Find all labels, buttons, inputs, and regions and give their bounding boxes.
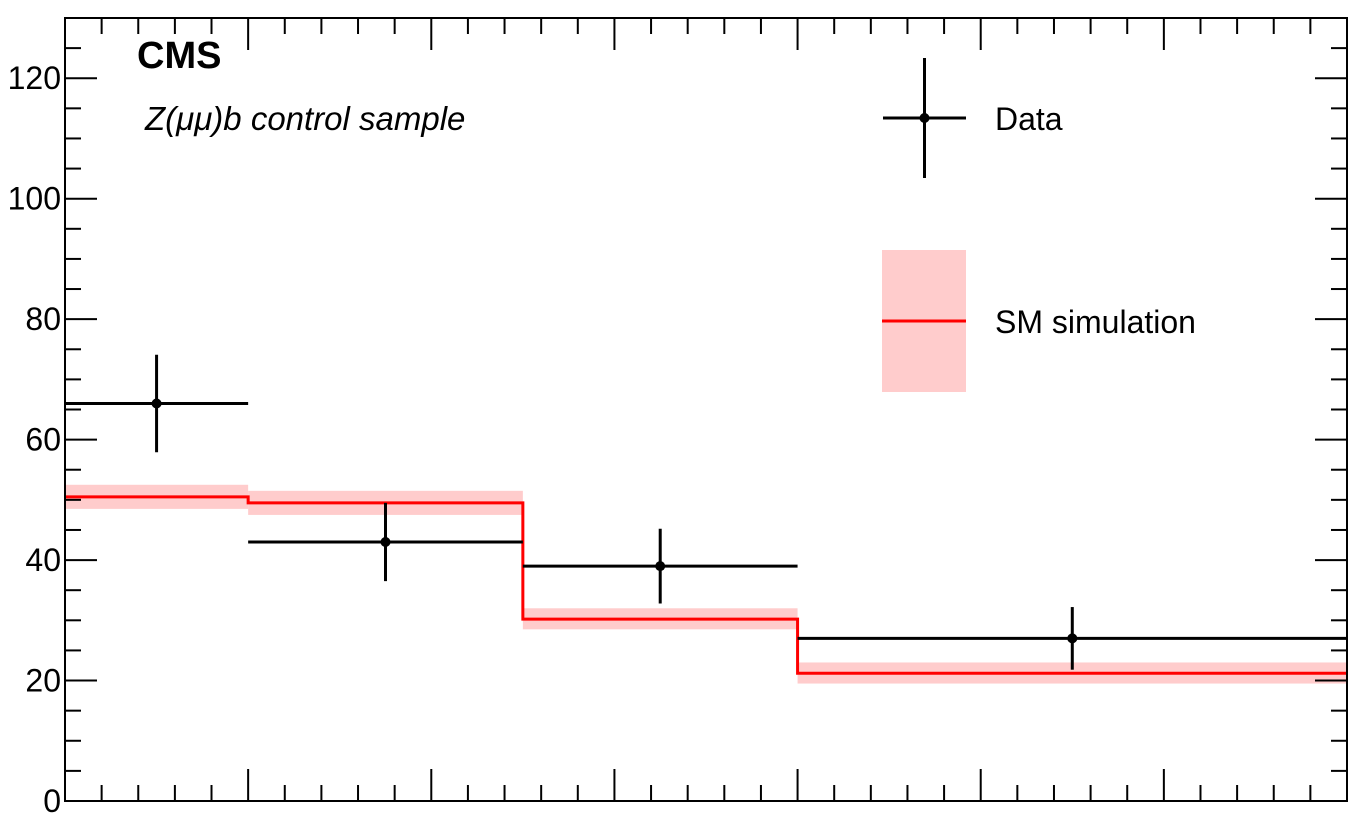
simulation-uncertainty-band-layer (65, 484, 1347, 684)
legend-entry-simulation: SM simulation (882, 250, 1196, 392)
simulation-histogram-layer (65, 495, 1347, 675)
legend: Data SM simulation (882, 58, 1196, 392)
sample-label: Z(μμ)b control sample (144, 100, 465, 137)
sim-histogram-line (65, 495, 1347, 675)
data-marker-2 (655, 561, 666, 572)
legend-data-marker (919, 113, 930, 123)
data-marker-1 (380, 537, 391, 548)
data-point-1 (248, 502, 523, 582)
data-point-3 (797, 607, 1347, 670)
y-tick-label-60: 60 (25, 422, 61, 458)
data-point-0 (65, 354, 249, 453)
y-tick-label-40: 40 (25, 542, 61, 578)
y-tick-labels: 0 20 40 60 80 100 120 (8, 60, 61, 817)
legend-data-label: Data (995, 101, 1063, 137)
y-tick-label-100: 100 (8, 181, 61, 217)
y-tick-label-120: 120 (8, 60, 61, 96)
y-tick-label-20: 20 (25, 663, 61, 699)
data-points-layer (65, 354, 1347, 670)
y-tick-label-0: 0 (43, 783, 61, 817)
y-tick-label-80: 80 (25, 301, 61, 337)
data-marker-0 (151, 398, 162, 409)
data-marker-3 (1067, 633, 1078, 644)
experiment-label: CMS (137, 35, 221, 77)
data-point-2 (522, 528, 798, 604)
legend-entry-data: Data (883, 58, 1063, 178)
axis-ticks (64, 17, 1348, 802)
legend-sim-label: SM simulation (995, 304, 1196, 340)
